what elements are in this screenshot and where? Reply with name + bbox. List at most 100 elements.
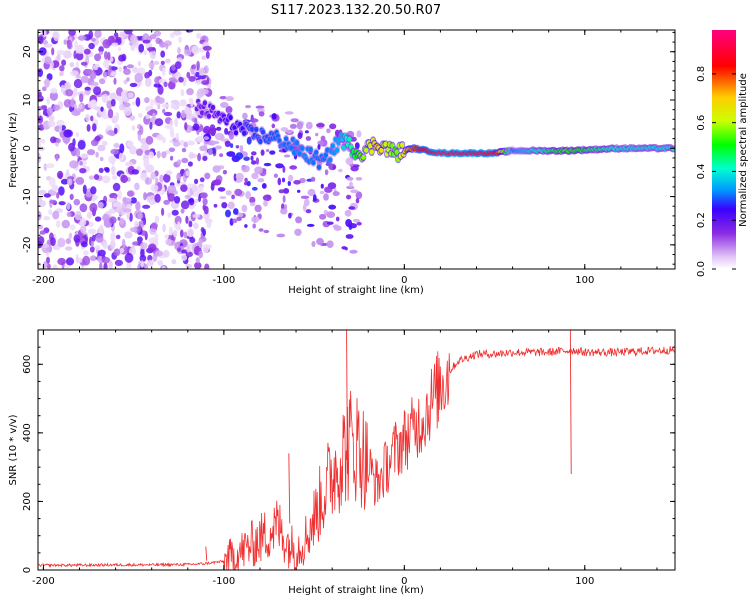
noise-speck — [263, 200, 268, 207]
noise-speck — [198, 250, 203, 259]
noise-speck — [137, 212, 143, 220]
noise-speck — [172, 30, 182, 36]
noise-speck — [99, 78, 106, 85]
noise-speck — [113, 77, 117, 85]
noise-speck — [354, 142, 360, 150]
noise-speck — [118, 152, 124, 162]
noise-speck — [250, 160, 257, 165]
noise-speck — [178, 76, 184, 83]
noise-speck — [226, 151, 236, 157]
noise-speck — [63, 99, 73, 108]
noise-speck — [285, 129, 293, 134]
noise-speck — [157, 84, 164, 95]
noise-speck — [355, 191, 363, 200]
noise-speck — [39, 195, 43, 203]
noise-speck — [255, 105, 265, 109]
noise-speck — [156, 134, 164, 141]
noise-speck — [307, 188, 316, 197]
noise-speck — [111, 42, 119, 47]
spectrogram-y-tick-label: -10 — [22, 188, 33, 204]
noise-speck — [148, 243, 157, 252]
noise-speck — [127, 177, 131, 182]
noise-speck — [180, 229, 184, 238]
noise-speck — [202, 198, 208, 206]
noise-speck — [130, 197, 137, 204]
snr-x-tick-label: 0 — [401, 576, 407, 587]
noise-speck — [236, 216, 242, 222]
noise-speck — [63, 50, 72, 59]
noise-speck — [80, 61, 88, 66]
spectrogram-noise — [38, 30, 363, 269]
noise-speck — [283, 204, 288, 210]
noise-speck — [140, 260, 144, 268]
noise-speck — [102, 241, 108, 250]
noise-speck — [221, 202, 228, 209]
noise-speck — [180, 200, 190, 210]
noise-speck — [225, 190, 232, 196]
spectrogram-x-tick-label: -200 — [32, 275, 55, 286]
noise-speck — [68, 232, 73, 239]
noise-speck — [89, 246, 95, 253]
noise-speck — [56, 192, 60, 199]
spectrogram-x-axis: -200 -100 0 100 — [32, 30, 658, 286]
noise-speck — [281, 177, 286, 183]
noise-speck — [38, 152, 41, 162]
noise-speck — [208, 129, 217, 135]
noise-speck — [180, 208, 185, 214]
noise-speck — [38, 36, 44, 45]
noise-speck — [227, 201, 235, 210]
noise-speck — [269, 150, 276, 155]
noise-speck — [194, 262, 202, 269]
noise-speck — [185, 170, 190, 177]
noise-speck — [49, 199, 57, 204]
noise-speck — [350, 165, 359, 172]
noise-speck — [219, 96, 227, 100]
noise-speck — [126, 64, 134, 69]
snr-y-axis: 0 200 400 600 — [22, 329, 675, 573]
noise-speck — [107, 51, 111, 61]
noise-speck — [144, 77, 152, 87]
noise-speck — [94, 30, 102, 39]
noise-speck — [144, 72, 151, 79]
noise-speck — [44, 56, 52, 65]
noise-speck — [184, 122, 188, 131]
noise-speck — [277, 177, 282, 186]
noise-speck — [95, 233, 104, 243]
noise-speck — [201, 80, 210, 86]
noise-speck — [176, 111, 181, 119]
noise-speck — [127, 140, 134, 148]
signal-point — [300, 145, 305, 151]
noise-speck — [68, 142, 75, 152]
noise-speck — [38, 189, 47, 196]
noise-speck — [122, 196, 128, 203]
noise-speck — [265, 149, 270, 152]
noise-speck — [305, 136, 312, 141]
noise-speck — [181, 147, 187, 153]
colorbar-tick-label: 0.4 — [696, 163, 707, 179]
noise-speck — [244, 181, 248, 186]
noise-speck — [177, 247, 182, 252]
signal-point — [368, 143, 373, 149]
colorbar-tick-label: 0.8 — [696, 66, 707, 82]
noise-speck — [191, 64, 197, 70]
noise-speck — [124, 231, 133, 239]
noise-speck — [244, 177, 248, 183]
noise-speck — [79, 217, 87, 227]
noise-speck — [87, 149, 96, 156]
noise-speck — [68, 30, 76, 37]
noise-speck — [149, 200, 154, 206]
noise-speck — [144, 177, 153, 185]
noise-speck — [63, 39, 68, 45]
signal-point — [361, 154, 366, 160]
noise-speck — [168, 147, 176, 153]
signal-point — [202, 100, 208, 106]
noise-speck — [74, 210, 82, 221]
noise-speck — [201, 55, 206, 60]
noise-speck — [239, 213, 244, 217]
noise-speck — [82, 255, 91, 266]
noise-speck — [185, 251, 193, 258]
noise-speck — [162, 223, 166, 233]
noise-speck — [163, 199, 170, 205]
noise-speck — [164, 124, 173, 129]
snr-panel: -200 -100 0 100 0 200 400 600 Height of straig… — [8, 329, 676, 596]
